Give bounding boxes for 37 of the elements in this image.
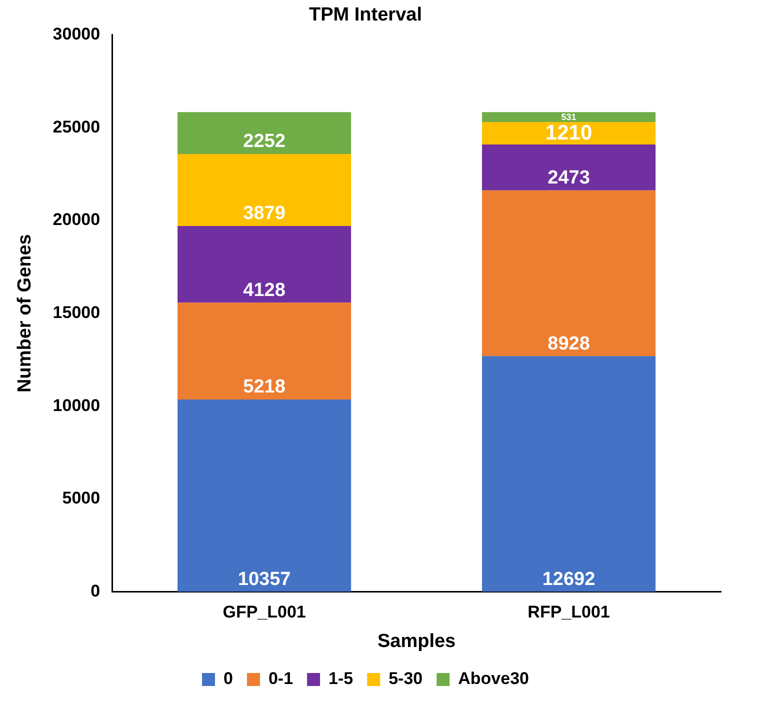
data-label: 2252: [243, 131, 286, 152]
legend-label: 1-5: [328, 669, 354, 688]
chart-title: TPM Interval: [309, 4, 422, 26]
bar: [178, 302, 352, 400]
data-label: 1210: [545, 122, 592, 145]
data-label: 10357: [238, 569, 291, 590]
legend-label: 0-1: [268, 669, 294, 688]
y-tick-label: 10000: [52, 396, 100, 415]
bar: [178, 400, 352, 592]
data-label: 3879: [243, 203, 286, 224]
data-label: 2473: [548, 168, 590, 189]
bar: [178, 154, 352, 226]
bar: [482, 122, 656, 144]
bar: [482, 112, 656, 122]
x-tick-label: GFP_L001: [222, 602, 306, 622]
data-label: 5218: [243, 376, 286, 398]
bar: [482, 356, 656, 592]
x-axis-title: Samples: [377, 630, 456, 652]
y-tick-label: 0: [90, 581, 100, 600]
data-label: 531: [561, 112, 576, 122]
data-label: 8928: [548, 333, 590, 354]
y-tick-label: 30000: [52, 24, 100, 44]
bar: [178, 112, 352, 154]
legend-label: Above30: [458, 669, 530, 688]
legend-label: 0: [224, 669, 233, 688]
data-label: 12692: [542, 569, 596, 590]
y-tick-label: 20000: [52, 210, 100, 230]
bar: [482, 144, 656, 190]
data-label: 4128: [243, 280, 286, 301]
x-tick-label: RFP_L001: [528, 602, 610, 622]
y-tick-label: 25000: [52, 117, 100, 136]
y-axis-title: Number of Genes: [14, 234, 36, 392]
y-tick-label: 5000: [62, 488, 100, 508]
y-tick-label: 15000: [52, 302, 100, 322]
legend-label: 5-30: [388, 669, 423, 688]
bar: [482, 190, 656, 356]
bar: [178, 226, 352, 303]
